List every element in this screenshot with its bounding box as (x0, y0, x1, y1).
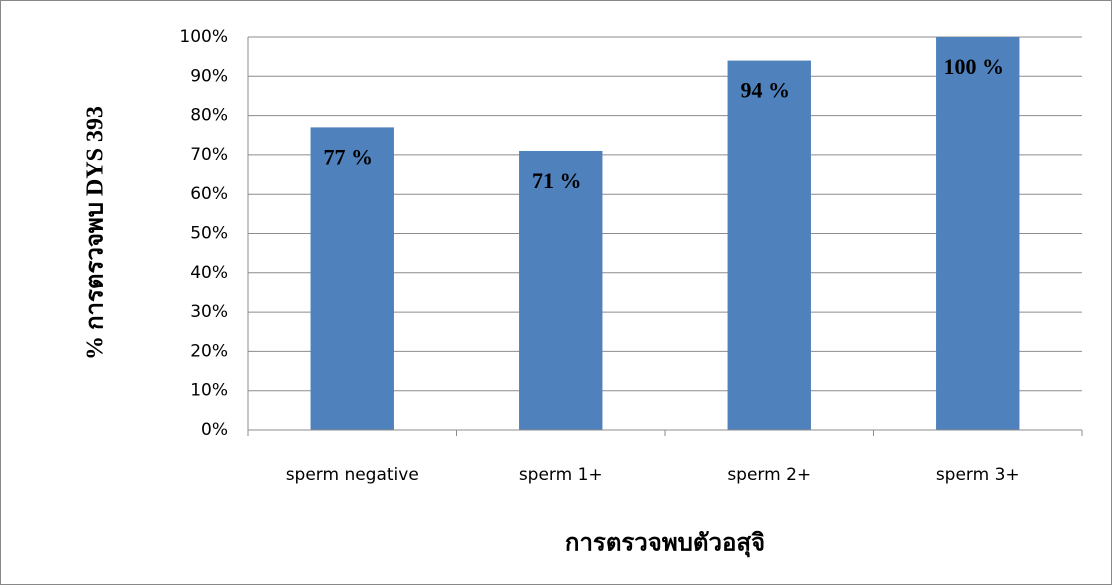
data-label: 77 % (324, 144, 374, 169)
y-tick-label: 100% (179, 27, 228, 47)
y-tick-label: 40% (190, 263, 228, 283)
y-tick-label: 70% (190, 145, 228, 165)
data-label: 71 % (532, 168, 582, 193)
data-label: 94 % (741, 78, 791, 103)
y-tick-label: 0% (201, 420, 228, 440)
y-tick-label: 50% (190, 224, 228, 244)
bar (727, 60, 811, 430)
bar (310, 127, 394, 430)
y-axis-title: % การตรวจพบ DYS 393 (83, 106, 109, 360)
x-axis-title: การตรวจพบตัวอสุจิ (565, 531, 765, 559)
data-label: 100 % (944, 54, 1005, 79)
x-tick-label: sperm 1+ (519, 465, 603, 485)
y-tick-label: 20% (190, 341, 228, 361)
bar (936, 37, 1020, 430)
y-tick-label: 30% (190, 302, 228, 322)
x-tick-label: sperm 3+ (936, 465, 1020, 485)
y-tick-label: 60% (190, 184, 228, 204)
x-tick-label: sperm 2+ (727, 465, 811, 485)
y-tick-label: 10% (190, 381, 228, 401)
y-tick-label: 90% (190, 66, 228, 86)
bar (519, 150, 603, 430)
x-tick-label: sperm negative (286, 465, 419, 485)
y-tick-label: 80% (190, 106, 228, 126)
